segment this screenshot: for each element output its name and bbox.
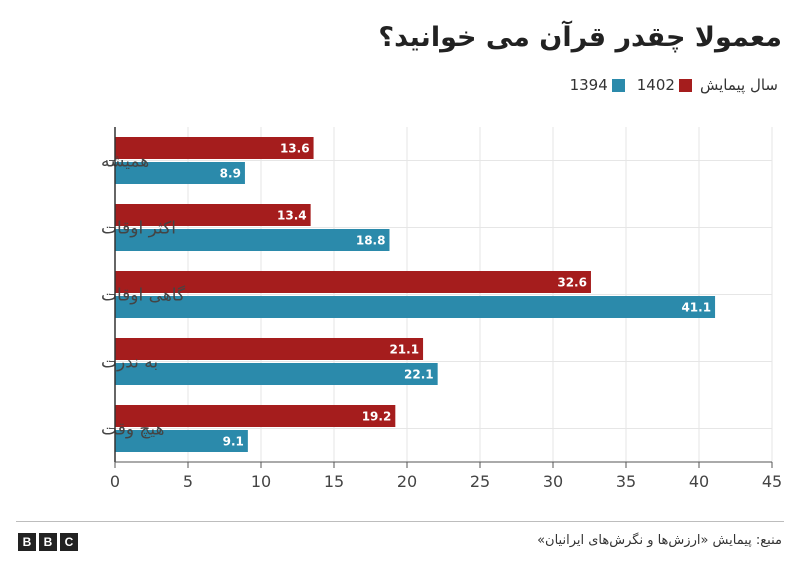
bbc-logo: B B C	[18, 533, 78, 551]
x-tick-label: 20	[397, 472, 417, 491]
data-label: 9.1	[223, 435, 244, 449]
data-label: 22.1	[404, 368, 434, 382]
data-label: 21.1	[389, 343, 419, 357]
legend: سال پیمایش 1402 1394	[558, 76, 778, 94]
data-label: 32.6	[557, 276, 587, 290]
footer-divider	[16, 521, 784, 522]
bar-1394	[115, 430, 248, 452]
legend-swatch-1402	[678, 78, 692, 92]
x-tick-label: 5	[183, 472, 193, 491]
bar-1402	[115, 271, 591, 293]
data-label: 8.9	[220, 167, 241, 181]
data-label: 18.8	[356, 234, 386, 248]
category-label: هیچ وقت	[101, 420, 165, 440]
bar-1394	[115, 363, 438, 385]
legend-label: سال پیمایش	[699, 76, 778, 94]
data-label: 13.6	[280, 142, 310, 156]
legend-item-1394: 1394	[570, 76, 625, 94]
bar-1402	[115, 204, 311, 226]
x-tick-label: 10	[251, 472, 271, 491]
x-tick-label: 35	[616, 472, 636, 491]
legend-swatch-1394	[611, 78, 625, 92]
data-label: 19.2	[362, 410, 392, 424]
category-label: اکثر اوقات	[101, 219, 176, 239]
x-tick-label: 0	[110, 472, 120, 491]
x-tick-label: 30	[543, 472, 563, 491]
bar-1394	[115, 162, 245, 184]
data-label: 41.1	[681, 301, 711, 315]
bar-1402	[115, 405, 396, 427]
x-tick-label: 45	[762, 472, 782, 491]
bbc-logo-letter: B	[39, 533, 57, 551]
bbc-logo-letter: C	[60, 533, 78, 551]
bar-1394	[115, 296, 716, 318]
source-note: منبع: پیمایش «ارزش‌ها و نگرش‌های ایرانیا…	[537, 533, 782, 548]
chart-title: معمولا چقدر قرآن می خوانید؟	[378, 22, 782, 53]
x-tick-label: 15	[324, 472, 344, 491]
bar-chart: 0 5 10 15 20 25 30 35 40 45 13.6 8.9 همیشه 13.4 18.8 اک…	[101, 127, 782, 491]
x-tick-label: 25	[470, 472, 490, 491]
legend-text-1402: 1402	[636, 76, 675, 94]
data-label: 13.4	[277, 209, 307, 223]
category-label: به ندرت	[101, 353, 158, 373]
bar-1402	[115, 137, 314, 159]
legend-item-1402: 1402	[637, 76, 692, 94]
x-tick-label: 40	[689, 472, 709, 491]
bar-1402	[115, 338, 424, 360]
legend-text-1394: 1394	[569, 76, 608, 94]
category-label: همیشه	[101, 152, 149, 172]
category-label: گاهی اوقات	[101, 285, 186, 306]
bar-1394	[115, 229, 390, 251]
bbc-logo-letter: B	[18, 533, 36, 551]
